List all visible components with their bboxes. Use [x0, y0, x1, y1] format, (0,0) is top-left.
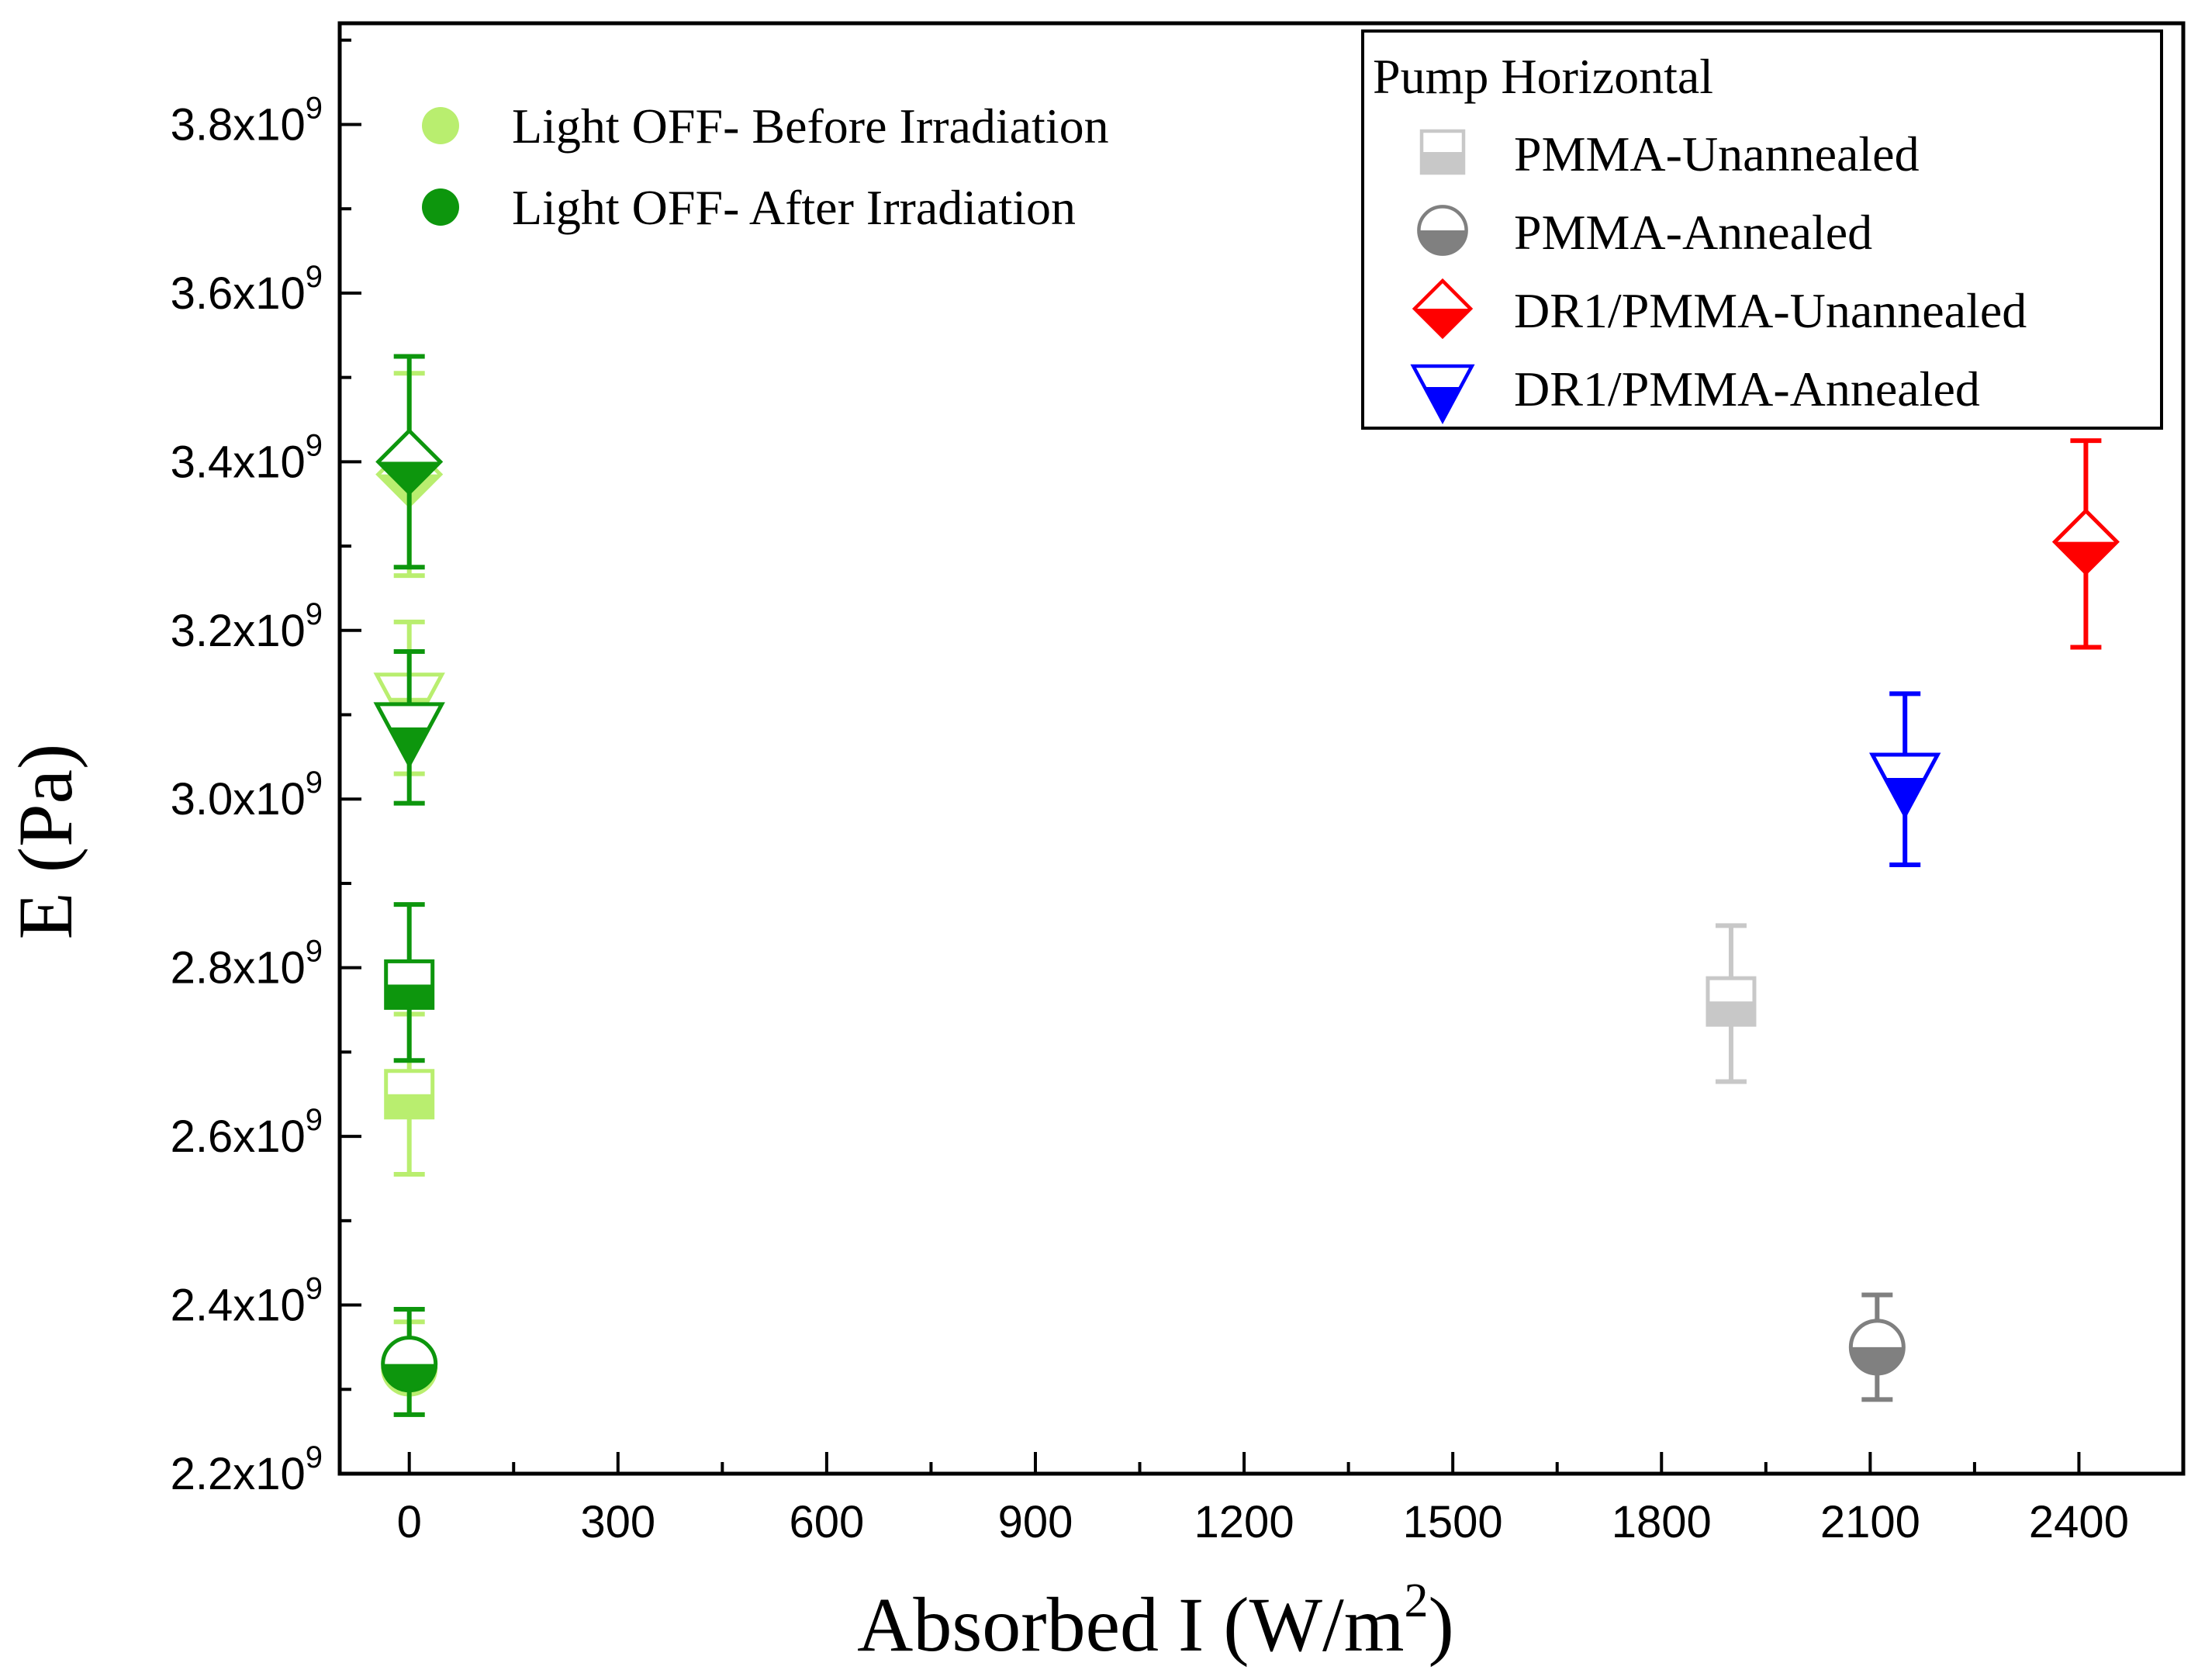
- y-tick-mantissa: 3.2x10: [171, 606, 306, 656]
- x-tick-label: 0: [397, 1497, 422, 1547]
- marker-triangle-fill: [1885, 778, 1926, 816]
- y-tick-exponent: 9: [306, 91, 323, 125]
- legend-left-marker: [422, 188, 459, 226]
- y-tick-mantissa: 3.6x10: [171, 268, 306, 319]
- x-tick-label: 2100: [1820, 1497, 1920, 1547]
- marker-diamond-fill: [2055, 541, 2117, 573]
- data-point-diamond: [2051, 438, 2120, 650]
- axes-layer: 0 300 600 900 1200 1500 1800 2100 24002.2x1092.4…: [171, 21, 2186, 1547]
- y-tick-label: 2.4x109: [171, 1272, 323, 1331]
- legend-right-label: PMMA-Annealed: [1514, 205, 1872, 260]
- marker-square-fill: [1422, 152, 1464, 173]
- data-point-square: [384, 902, 435, 1063]
- legend-left-label: Light OFF- After Irradiation: [512, 180, 1076, 235]
- data-point-triangle-down: [373, 648, 445, 806]
- y-tick-mantissa: 2.4x10: [171, 1281, 306, 1331]
- plot-frame: [337, 21, 2186, 1476]
- x-axis-title-end: ): [1429, 1581, 1454, 1668]
- marker-triangle-fill: [389, 727, 430, 765]
- x-tick-label: 600: [789, 1497, 864, 1547]
- x-tick-label: 1200: [1194, 1497, 1294, 1547]
- legend-right-entry: PMMA-Annealed: [1417, 205, 1872, 260]
- y-tick-exponent: 9: [306, 1272, 323, 1306]
- x-tick-label: 1500: [1403, 1497, 1503, 1547]
- legend-right-entry: PMMA-Unannealed: [1419, 126, 1920, 181]
- y-axis-title: E (Pa): [2, 744, 88, 940]
- x-tick-label: 900: [998, 1497, 1073, 1547]
- y-tick-exponent: 9: [306, 260, 323, 294]
- legends-layer: Light OFF- Before Irradiation Light OFF- …: [422, 29, 2163, 430]
- data-point-circle: [381, 1306, 438, 1417]
- legend-right-title: Pump Horizontal: [1373, 49, 1713, 104]
- data-point-square: [1706, 923, 1757, 1084]
- y-tick-mantissa: 2.8x10: [171, 943, 306, 994]
- y-tick-mantissa: 2.6x10: [171, 1111, 306, 1162]
- y-tick-exponent: 9: [306, 1103, 323, 1137]
- y-tick-exponent: 9: [306, 935, 323, 969]
- legend-right-entry: DR1/PMMA-Annealed: [1410, 361, 1980, 424]
- legend-right-entry: DR1/PMMA-Unannealed: [1412, 278, 2027, 340]
- y-tick-label: 3.8x109: [171, 91, 323, 150]
- y-tick-exponent: 9: [306, 1440, 323, 1474]
- x-tick-label: 1800: [1612, 1497, 1712, 1547]
- y-tick-exponent: 9: [306, 597, 323, 631]
- x-tick-label: 300: [580, 1497, 655, 1547]
- marker-square-fill: [1707, 1001, 1754, 1025]
- legend-right-frame: [1361, 29, 2163, 430]
- y-tick-mantissa: 3.4x10: [171, 437, 306, 487]
- x-tick-label: 2400: [2029, 1497, 2129, 1547]
- legend-right-label: PMMA-Unannealed: [1514, 126, 1920, 181]
- marker-circle-fill: [382, 1364, 436, 1391]
- legend-left-label: Light OFF- Before Irradiation: [512, 99, 1109, 154]
- y-tick-label: 3.0x109: [171, 766, 323, 824]
- legend-right-label: DR1/PMMA-Annealed: [1514, 361, 1980, 417]
- legend-left-marker: [422, 107, 459, 144]
- legend-right-label: DR1/PMMA-Unannealed: [1514, 283, 2027, 338]
- y-tick-label: 3.4x109: [171, 428, 323, 487]
- data-point-diamond: [375, 354, 444, 570]
- y-tick-label: 3.2x109: [171, 597, 323, 656]
- y-tick-mantissa: 2.2x10: [171, 1449, 306, 1499]
- marker-diamond-fill: [378, 461, 441, 493]
- y-tick-label: 2.8x109: [171, 935, 323, 994]
- x-axis-title-superscript: 2: [1405, 1575, 1429, 1627]
- y-tick-label: 2.2x109: [171, 1440, 323, 1499]
- y-tick-label: 3.6x109: [171, 260, 323, 319]
- y-tick-mantissa: 3.0x10: [171, 774, 306, 824]
- marker-triangle-fill: [1424, 387, 1461, 421]
- y-tick-mantissa: 3.8x10: [171, 99, 306, 150]
- x-axis-title-main: Absorbed I (W/m: [857, 1581, 1404, 1668]
- data-marks-layer: [373, 354, 2120, 1417]
- y-tick-exponent: 9: [306, 428, 323, 462]
- marker-square-fill: [385, 984, 433, 1008]
- marker-square-fill: [385, 1094, 433, 1118]
- x-axis-title: Absorbed I (W/m2): [857, 1575, 1454, 1668]
- y-tick-label: 2.6x109: [171, 1103, 323, 1162]
- data-point-circle: [1848, 1292, 1906, 1402]
- y-tick-exponent: 9: [306, 766, 323, 800]
- marker-diamond-fill: [1415, 309, 1471, 337]
- marker-circle-fill: [1851, 1346, 1904, 1374]
- data-point-triangle-down: [1869, 691, 1941, 868]
- marker-circle-fill: [1419, 230, 1467, 254]
